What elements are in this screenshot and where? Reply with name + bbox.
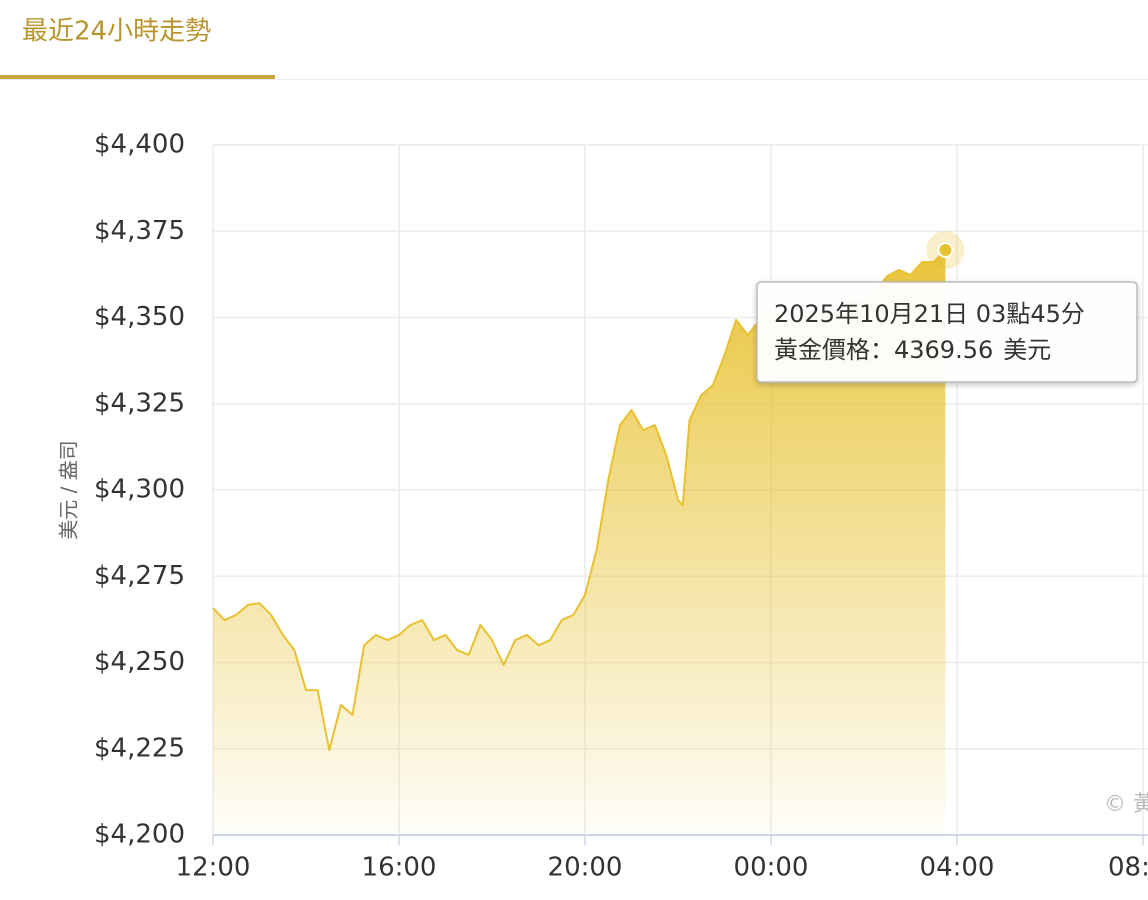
tooltip-title: 2025年10月21日 03點45分 <box>774 300 1085 328</box>
x-tick-label: 04:00 <box>920 853 995 883</box>
y-tick-label: $4,275 <box>94 561 185 591</box>
tooltip-label: 黃金價格： <box>774 336 894 364</box>
x-tick-label: 00:00 <box>734 853 809 883</box>
y-tick-label: $4,250 <box>94 647 185 677</box>
tab-divider <box>0 79 1148 80</box>
y-axis-title: 美元 / 盎司 <box>57 440 81 539</box>
y-tick-label: $4,225 <box>94 733 185 763</box>
y-tick-label: $4,350 <box>94 302 185 332</box>
x-tick-label: 20:00 <box>548 853 623 883</box>
area-fill <box>213 250 946 835</box>
x-tick-label: 08: <box>1108 853 1148 883</box>
y-tick-label: $4,300 <box>94 475 185 505</box>
tooltip-value: 4369.56 <box>894 336 993 364</box>
x-tick-label: 12:00 <box>176 853 251 883</box>
tab-title[interactable]: 最近24小時走勢 <box>22 17 211 47</box>
tab-underline <box>0 75 275 79</box>
watermark: © 黃 <box>1104 792 1148 817</box>
y-tick-label: $4,375 <box>94 216 185 246</box>
tooltip-unit: 美元 <box>1003 336 1051 364</box>
x-tick-label: 16:00 <box>362 853 437 883</box>
hover-point <box>937 242 954 259</box>
tooltip-box <box>756 281 1138 383</box>
tooltip-value: 黃金價格：4369.56 美元 <box>774 336 1051 364</box>
y-tick-label: $4,400 <box>94 130 185 160</box>
y-tick-label: $4,200 <box>94 820 185 850</box>
y-tick-label: $4,325 <box>94 388 185 418</box>
